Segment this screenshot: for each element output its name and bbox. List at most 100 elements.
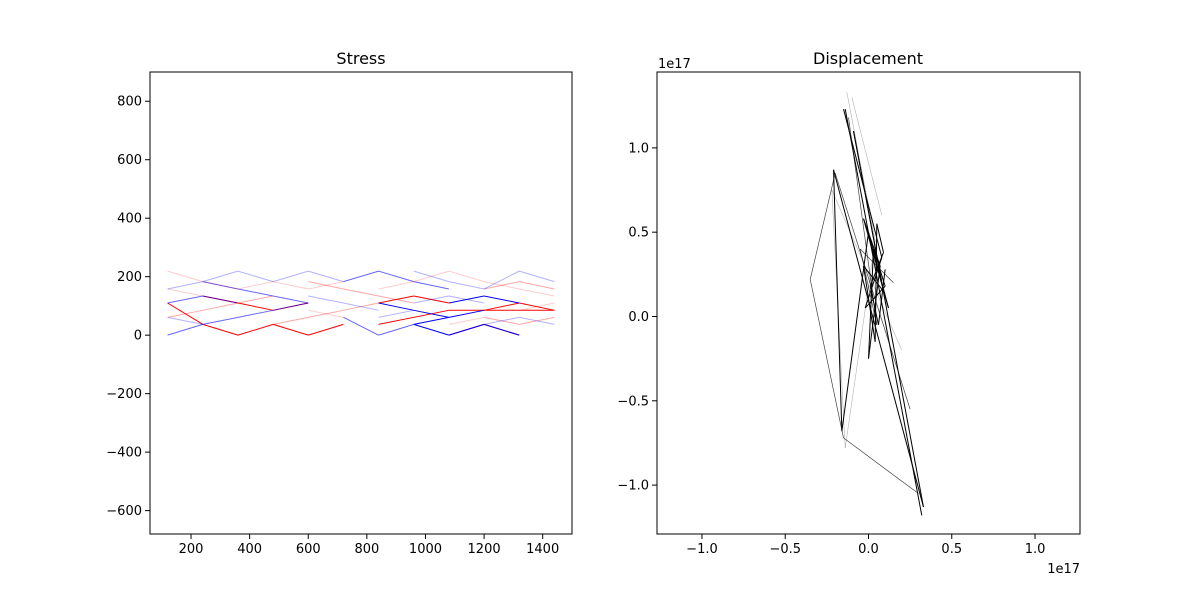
displacement-series-0-segment-16 [863, 265, 876, 342]
stress-series-0-segment-8 [483, 302, 520, 311]
stress-series-5-segment-13 [519, 302, 555, 311]
stress-axes: Stress 200 400 600 800 1000 1200 1400 −600 −400 −… [106, 49, 573, 557]
displacement-series-0-segment-1 [843, 108, 883, 258]
stress-series-5-segment-5 [378, 281, 414, 290]
stress-series-0-segment-3 [272, 323, 309, 336]
displacement-ytick-label: 0.5 [628, 226, 649, 241]
stress-series-5-segment-3 [272, 281, 309, 290]
stress-series-2-segment-1 [202, 316, 239, 325]
stress-series-2-segment-9 [413, 281, 450, 290]
stress-series-4-segment-6 [448, 281, 485, 290]
stress-series-5-segment-8 [483, 281, 520, 290]
stress-series-3-segment-5 [272, 316, 309, 325]
stress-series-4-segment-16 [448, 295, 485, 304]
stress-series-3-segment-9 [519, 316, 555, 325]
stress-series-1-segment-1 [448, 323, 485, 336]
stress-series-1-segment-2 [483, 323, 520, 336]
stress-series-0-segment-4 [308, 323, 344, 336]
stress-ticks: 200 400 600 800 1000 1200 1400 −600 −400 −200 0 200… [106, 95, 559, 557]
stress-series-3-segment-1 [202, 302, 239, 311]
stress-series-4-segment-5 [413, 270, 450, 283]
stress-ytick-label: 800 [117, 95, 142, 110]
stress-series-3-segment-3 [343, 302, 379, 311]
stress-ytick-label: −400 [106, 446, 142, 461]
stress-series-4-segment-15 [413, 295, 450, 304]
displacement-series-0-segment-18 [876, 223, 884, 253]
stress-series-2-segment-10 [343, 316, 379, 336]
stress-series-3-segment-0 [167, 309, 203, 318]
stress-series-4-segment-7 [483, 270, 520, 290]
stress-series-1-segment-4 [413, 316, 450, 325]
stress-series-0-segment-13 [237, 302, 274, 311]
stress-series-3-segment-4 [308, 309, 344, 318]
stress-series-2-segment-12 [167, 295, 203, 304]
displacement-plot-frame [656, 71, 1081, 535]
stress-series-2-segment-11 [378, 323, 414, 336]
stress-series-2-segment-5 [237, 288, 274, 297]
displacement-series-2-segment-3 [831, 189, 903, 351]
stress-series-4-segment-0 [167, 281, 203, 290]
stress-series-3-segment-7 [343, 288, 379, 297]
displacement-series-1-segment-1 [809, 279, 844, 438]
displacement-series-1-segment-3 [834, 173, 911, 410]
displacement-xtick-label: −1.0 [686, 542, 718, 557]
displacement-ytick-label: −0.5 [617, 394, 649, 409]
displacement-series-1-segment-5 [859, 248, 878, 325]
stress-xtick-label: 400 [237, 542, 262, 557]
stress-series-2-segment-4 [202, 281, 239, 290]
stress-series-4-segment-8 [519, 270, 555, 283]
displacement-series-1-segment-4 [848, 117, 878, 325]
stress-series-5-segment-1 [202, 281, 239, 290]
stress-series-5-segment-10 [167, 288, 203, 297]
stress-plot-frame [149, 71, 573, 535]
stress-series-5-segment-11 [308, 309, 344, 318]
stress-series-4-segment-4 [308, 270, 344, 283]
stress-series-2-segment-13 [202, 295, 239, 304]
stress-series-4-segment-1 [202, 270, 239, 283]
stress-series-5-segment-6 [413, 270, 450, 283]
displacement-ticks: −1.0 −0.5 0.0 0.5 1.0 −1.0 −0.5 0.0 0.5 1.0 [617, 141, 1045, 557]
displacement-series-0-segment-21 [877, 269, 886, 325]
stress-ytick-label: −600 [106, 504, 142, 519]
displacement-series-2-segment-0 [846, 92, 876, 241]
stress-series-5-segment-4 [308, 281, 344, 290]
stress-series-5-segment-12 [448, 316, 485, 325]
stress-series-5-segment-0 [167, 270, 203, 283]
stress-series-5-segment-7 [448, 270, 485, 283]
displacement-series-1-segment-2 [843, 437, 919, 494]
stress-series-2-segment-6 [272, 295, 309, 304]
displacement-xtick-label: 0.5 [941, 542, 962, 557]
stress-series-4-segment-3 [272, 270, 309, 283]
displacement-xtick-label: 0.0 [858, 542, 879, 557]
stress-series-0-segment-1 [202, 323, 239, 336]
displacement-series-1-segment-6 [859, 248, 894, 284]
stress-series-4-segment-14 [343, 302, 379, 311]
displacement-title: Displacement [813, 49, 923, 68]
displacement-series-0-segment-0 [844, 108, 923, 516]
stress-ytick-label: 0 [134, 329, 142, 344]
stress-series-0-segment-15 [378, 309, 450, 325]
displacement-series-2-segment-4 [851, 97, 883, 216]
stress-ytick-label: −200 [106, 387, 142, 402]
stress-series-2-segment-8 [378, 270, 414, 283]
stress-series-1-segment-8 [483, 295, 520, 304]
stress-series-1-segment-5 [378, 302, 414, 311]
stress-series-3-segment-6 [308, 281, 344, 290]
stress-series-4-segment-12 [519, 316, 555, 325]
displacement-y-offset-label: 1e17 [658, 57, 691, 72]
stress-xtick-label: 1200 [468, 542, 501, 557]
stress-series-lines [167, 270, 555, 336]
displacement-xtick-label: 1.0 [1025, 542, 1046, 557]
displacement-series-0-segment-12 [833, 169, 924, 508]
displacement-series-2-segment-1 [844, 240, 876, 449]
stress-series-4-segment-9 [167, 316, 203, 325]
displacement-series-0-segment-9 [868, 232, 889, 309]
stress-series-0-segment-0 [167, 302, 204, 325]
stress-series-4-segment-13 [308, 295, 344, 304]
displacement-ytick-label: 1.0 [628, 141, 649, 156]
displacement-series-0-segment-5 [868, 249, 874, 359]
stress-series-0-segment-10 [413, 295, 450, 304]
displacement-xtick-label: −0.5 [769, 542, 801, 557]
